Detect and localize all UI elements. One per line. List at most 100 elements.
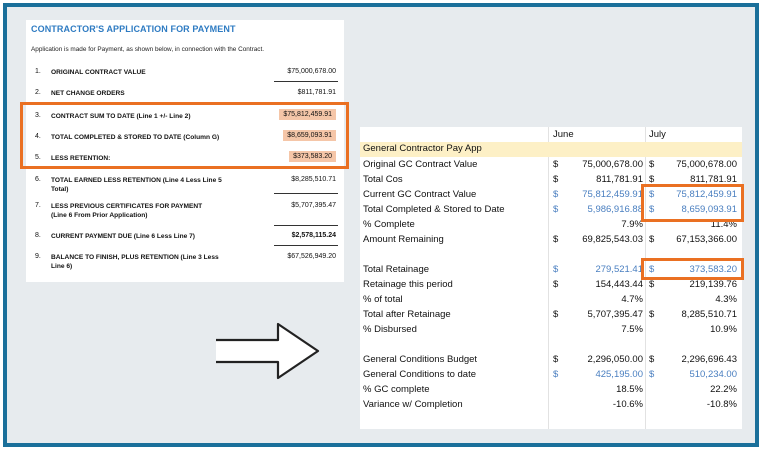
july-value: 10.9% [710, 324, 737, 335]
currency-sign: $ [649, 369, 655, 380]
june-value: 75,000,678.00 [582, 159, 643, 170]
row-label: CURRENT PAYMENT DUE (Line 6 Less Line 7) [51, 233, 195, 240]
july-value: 373,583.20 [689, 264, 737, 275]
row-label: Current GC Contract Value [363, 189, 477, 200]
july-value: 11.4% [710, 219, 737, 230]
row-label: Original GC Contract Value [363, 159, 478, 170]
sheet-row: General Conditions Budget $ 2,296,050.00… [360, 353, 742, 368]
form-row: 4. TOTAL COMPLETED & STORED TO DATE (Col… [26, 128, 344, 146]
column-header-june: June [553, 129, 574, 140]
form-row: 1. ORIGINAL CONTRACT VALUE $75,000,678.0… [26, 63, 344, 81]
column-header-july: July [649, 129, 666, 140]
row-label: % GC complete [363, 384, 430, 395]
row-value: $8,659,093.91 [283, 130, 336, 141]
currency-sign: $ [649, 174, 655, 185]
june-value: 5,986,916.88 [587, 204, 643, 215]
june-value: 154,443.44 [595, 279, 643, 290]
june-value: 5,707,395.47 [587, 309, 643, 320]
sheet-highlight-box [641, 258, 744, 280]
sheet-row: Retainage this period $ 154,443.44 $ 219… [360, 278, 742, 293]
section-title-row: General Contractor Pay App [360, 142, 742, 157]
form-row: 2. NET CHANGE ORDERS $811,781.91 [26, 84, 344, 102]
sheet-row: Total after Retainage $ 5,707,395.47 $ 8… [360, 308, 742, 323]
sheet-row: % of total 4.7% 4.3% [360, 293, 742, 308]
june-value: -10.6% [612, 399, 643, 410]
currency-sign: $ [649, 264, 655, 275]
row-value: $2,578,115.24 [291, 232, 336, 239]
form-title: CONTRACTOR'S APPLICATION FOR PAYMENT [31, 24, 236, 34]
row-number: 2. [35, 89, 41, 96]
grid-line [548, 127, 549, 429]
divider [274, 225, 338, 226]
currency-sign: $ [649, 354, 655, 365]
july-value: 510,234.00 [689, 369, 737, 380]
currency-sign: $ [649, 204, 655, 215]
row-label: General Conditions to date [363, 369, 477, 380]
row-label: General Conditions Budget [363, 354, 478, 365]
currency-sign: $ [649, 234, 655, 245]
header-row: June July [360, 127, 742, 142]
currency-sign: $ [649, 189, 655, 200]
currency-sign: $ [553, 279, 559, 290]
july-value: 75,812,459.91 [676, 189, 737, 200]
row-label: Total Completed & Stored to Date [363, 204, 505, 215]
july-value: 219,139.76 [689, 279, 737, 290]
row-label: % Disbursed [363, 324, 417, 335]
form-row: 5. LESS RETENTION: $373,583.20 [26, 149, 344, 167]
july-value: 67,153,366.00 [676, 234, 737, 245]
row-label: Total Cos [363, 174, 403, 185]
july-value: -10.8% [706, 399, 737, 410]
row-label: TOTAL EARNED LESS RETENTION (Line 4 Less… [51, 177, 222, 193]
sheet-row: Total Completed & Stored to Date $ 5,986… [360, 203, 742, 218]
currency-sign: $ [553, 264, 559, 275]
form-highlight-box [20, 102, 349, 169]
june-value: 7.9% [621, 219, 643, 230]
row-label: LESS RETENTION: [51, 155, 111, 162]
form-row: 3. CONTRACT SUM TO DATE (Line 1 +/- Line… [26, 107, 344, 125]
row-value: $67,526,949.20 [287, 253, 336, 260]
currency-sign: $ [553, 174, 559, 185]
july-value: 8,285,510.71 [681, 309, 737, 320]
row-value: $811,781.91 [297, 89, 336, 96]
july-value: 811,781.91 [690, 174, 737, 185]
row-label: Variance w/ Completion [363, 399, 463, 410]
currency-sign: $ [649, 159, 655, 170]
row-number: 8. [35, 232, 41, 239]
june-value: 2,296,050.00 [587, 354, 643, 365]
sheet-row: Amount Remaining $ 69,825,543.03 $ 67,15… [360, 233, 742, 248]
divider [274, 245, 338, 246]
july-value: 4.3% [715, 294, 737, 305]
currency-sign: $ [553, 354, 559, 365]
currency-sign: $ [553, 189, 559, 200]
divider [274, 193, 338, 194]
form-row: 8. CURRENT PAYMENT DUE (Line 6 Less Line… [26, 227, 344, 245]
row-label: TOTAL COMPLETED & STORED TO DATE (Column… [51, 134, 220, 141]
sheet-row: General Conditions to date $ 425,195.00 … [360, 368, 742, 383]
section-title: General Contractor Pay App [363, 143, 482, 154]
row-label: Retainage this period [363, 279, 453, 290]
currency-sign: $ [649, 309, 655, 320]
june-value: 18.5% [616, 384, 643, 395]
divider [274, 81, 338, 82]
row-number: 5. [35, 154, 41, 161]
row-number: 6. [35, 176, 41, 183]
row-number: 3. [35, 112, 41, 119]
row-label: Total Retainage [363, 264, 430, 275]
june-value: 425,195.00 [595, 369, 643, 380]
row-number: 1. [35, 68, 41, 75]
currency-sign: $ [553, 369, 559, 380]
june-value: 279,521.41 [595, 264, 643, 275]
form-row: 9. BALANCE TO FINISH, PLUS RETENTION (Li… [26, 248, 344, 274]
june-value: 75,812,459.91 [582, 189, 643, 200]
sheet-row: % Complete 7.9% 11.4% [360, 218, 742, 233]
row-label: ORIGINAL CONTRACT VALUE [51, 69, 146, 76]
row-value: $75,000,678.00 [287, 68, 336, 75]
currency-sign: $ [553, 234, 559, 245]
row-label: Amount Remaining [363, 234, 444, 245]
row-label: % of total [363, 294, 403, 305]
currency-sign: $ [649, 279, 655, 290]
row-value: $5,707,395.47 [291, 202, 336, 209]
row-label: NET CHANGE ORDERS [51, 90, 125, 97]
arrow-right-icon [216, 322, 320, 380]
sheet-row: Total Retainage $ 279,521.41 $ 373,583.2… [360, 263, 742, 278]
